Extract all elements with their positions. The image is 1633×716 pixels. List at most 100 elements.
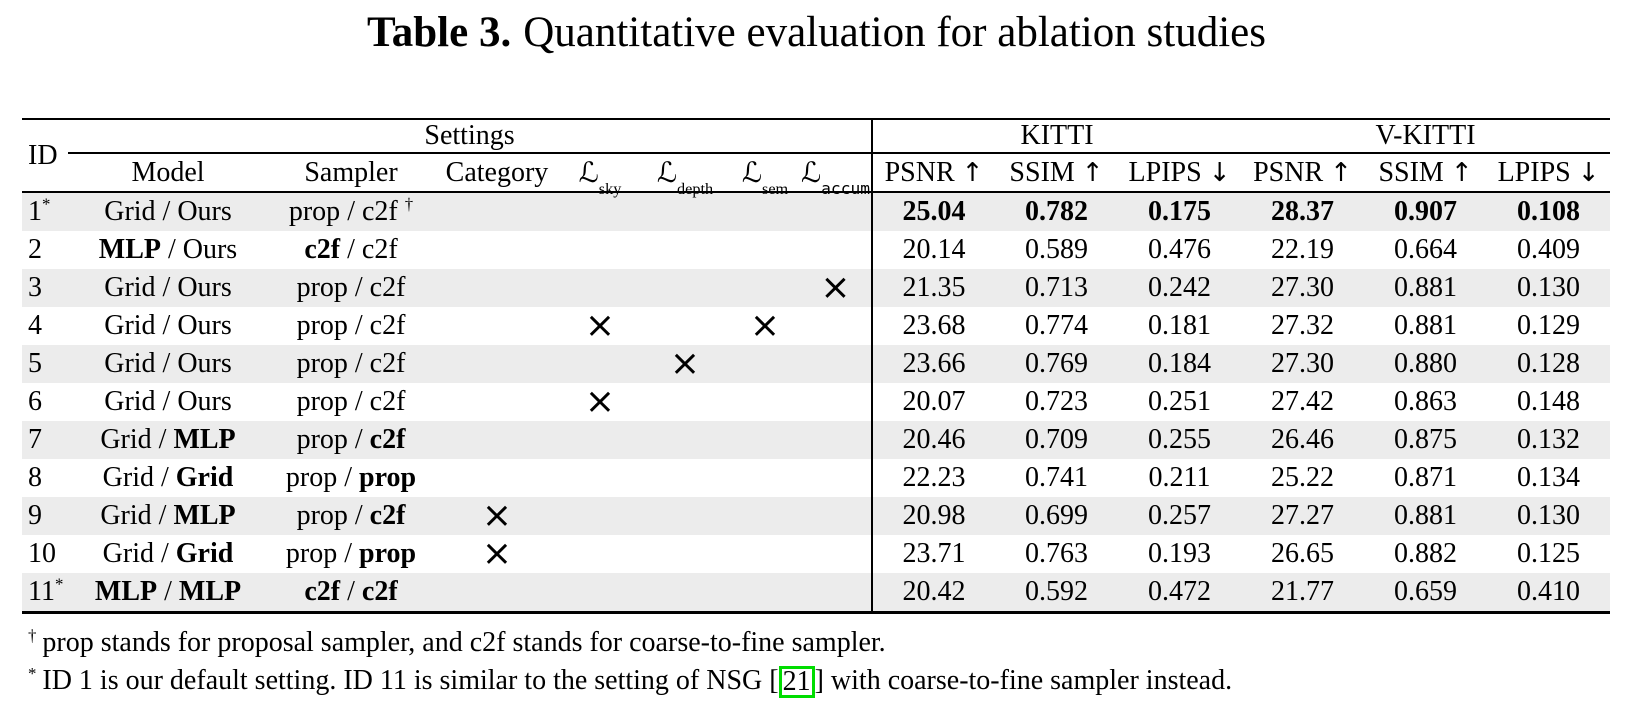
sampler-cell: c2f / c2f: [304, 576, 398, 607]
metric-value: 0.211: [1148, 462, 1211, 493]
group-header-kitti: KITTI: [871, 119, 1242, 154]
empty-cell: [560, 497, 640, 535]
table-row: 8 Grid / Grid prop / prop 22.23 0.741 0.211 25…: [22, 459, 1610, 497]
empty-cell: [434, 192, 560, 231]
empty-cell: [640, 497, 730, 535]
sampler-cell: prop / c2f †: [288, 194, 414, 227]
model-cell: Grid / Ours: [104, 348, 232, 379]
row-id: 8: [28, 462, 42, 493]
empty-cell: [434, 573, 560, 613]
up-arrow-icon: ↑: [961, 157, 984, 188]
col-header-vkitti-psnr: PSNR ↑: [1241, 153, 1365, 193]
citation-link[interactable]: 21: [778, 666, 815, 698]
model-cell: Grid / Ours: [104, 386, 232, 417]
metric-value: 28.37: [1271, 196, 1335, 227]
loss-symbol: ℒ: [800, 155, 822, 189]
table-row: 5 Grid / Ours prop / c2f × 23.66 0.769 0.184 27…: [22, 345, 1611, 383]
empty-cell: [640, 535, 730, 573]
up-arrow-icon: ↑: [1330, 157, 1352, 188]
metric-value: 0.709: [1025, 424, 1089, 455]
metric-value: 0.871: [1394, 462, 1458, 493]
empty-cell: [730, 535, 800, 573]
table-row: 3 Grid / Ours prop / c2f × 21.35 0.713 0.242 27…: [22, 269, 1611, 307]
col-header-kitti-psnr: PSNR ↑: [871, 153, 996, 193]
empty-cell: [434, 269, 560, 307]
table-caption-label: Table 3.: [367, 9, 512, 56]
empty-cell: [730, 345, 800, 383]
empty-cell: [560, 535, 640, 573]
empty-cell: [800, 345, 872, 383]
metric-value: 22.19: [1271, 234, 1335, 265]
sampler-cell: prop / c2f: [296, 310, 406, 341]
metric-value: 0.741: [1025, 462, 1089, 493]
metric-value: 0.774: [1025, 310, 1089, 341]
metric-value: 0.875: [1394, 424, 1458, 455]
col-header-id: ID: [22, 119, 68, 193]
empty-cell: [800, 307, 872, 345]
metric-value: 0.881: [1394, 272, 1458, 303]
col-header-loss-sky: ℒsky: [560, 153, 640, 197]
metric-value: 23.66: [871, 345, 996, 383]
col-header-sampler: Sampler: [268, 153, 434, 193]
empty-cell: [800, 383, 872, 421]
empty-cell: [800, 231, 872, 269]
empty-cell: [800, 421, 872, 459]
sampler-cell: prop / prop: [285, 462, 417, 493]
row-id: 4: [28, 310, 42, 341]
metric-value: 0.592: [1025, 576, 1089, 607]
empty-cell: [434, 307, 560, 345]
metric-value: 0.108: [1517, 196, 1581, 227]
metric-value: 0.257: [1148, 500, 1212, 531]
metric-value: 0.125: [1517, 538, 1581, 569]
empty-cell: [434, 231, 560, 269]
empty-cell: [640, 421, 730, 459]
col-header-loss-accum: ℒaccum: [800, 153, 873, 197]
x-mark-category: ×: [481, 495, 513, 536]
metric-value: 0.251: [1148, 386, 1212, 417]
empty-cell: [800, 459, 872, 497]
footnotes: † prop stands for proposal sampler, and c…: [28, 624, 1633, 700]
metric-value: 0.255: [1148, 424, 1212, 455]
loss-symbol: ℒ: [741, 155, 762, 189]
metric-value: 0.782: [1025, 196, 1089, 227]
metric-value: 0.882: [1394, 538, 1458, 569]
metric-value: 25.04: [871, 192, 996, 231]
row-id: 11*: [28, 574, 64, 607]
sampler-cell: prop / c2f: [296, 424, 406, 455]
metric-value: 25.22: [1271, 462, 1335, 493]
empty-cell: [434, 345, 560, 383]
model-cell: Grid / Grid: [102, 462, 234, 493]
model-cell: MLP / MLP: [94, 576, 242, 607]
metric-value: 0.242: [1148, 272, 1212, 303]
table-row: 2 MLP / Ours c2f / c2f 20.14 0.589 0.476 22.19…: [22, 231, 1610, 269]
row-id: 3: [28, 272, 42, 303]
metric-value: 23.68: [871, 307, 996, 345]
empty-cell: [560, 231, 640, 269]
asterisk-symbol: *: [28, 663, 37, 683]
x-mark-sem: ×: [749, 305, 781, 346]
empty-cell: [640, 307, 730, 345]
empty-cell: [640, 231, 730, 269]
empty-cell: [730, 231, 800, 269]
metric-value: 20.42: [871, 573, 996, 613]
metric-value: 0.881: [1394, 310, 1458, 341]
row-id: 9: [28, 500, 42, 531]
metric-value: 0.410: [1517, 576, 1581, 607]
up-arrow-icon: ↑: [1450, 157, 1473, 188]
row-id: 5: [28, 348, 42, 379]
sampler-cell: prop / c2f: [296, 348, 406, 379]
down-arrow-icon: ↓: [1577, 157, 1600, 188]
header-group-row: ID Settings KITTI V-KITTI: [22, 119, 1611, 193]
metric-value: 0.193: [1148, 538, 1212, 569]
row-id: 2: [28, 234, 42, 265]
model-cell: Grid / Ours: [104, 272, 232, 303]
table-caption: Table 3. Quantitative evaluation for abla…: [0, 8, 1633, 58]
metric-value: 0.664: [1394, 234, 1458, 265]
metric-value: 0.699: [1025, 500, 1089, 531]
empty-cell: [434, 459, 560, 497]
metric-value: 0.769: [1025, 348, 1089, 379]
table-row: 6 Grid / Ours prop / c2f × 20.07 0.723 0.251 27…: [22, 383, 1610, 421]
empty-cell: [730, 497, 800, 535]
empty-cell: [730, 383, 800, 421]
empty-cell: [560, 269, 640, 307]
